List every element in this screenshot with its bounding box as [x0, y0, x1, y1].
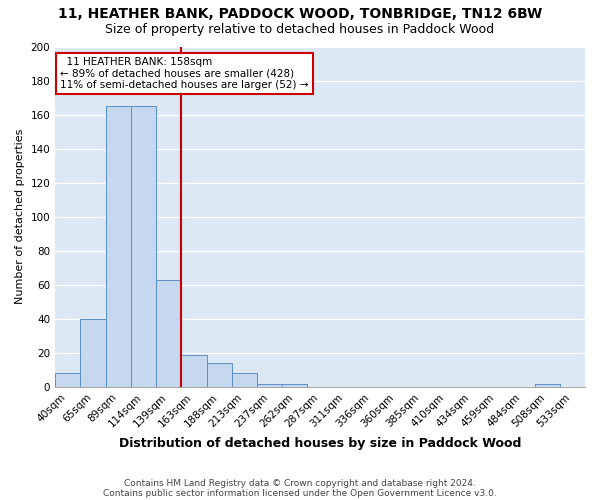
Bar — [55, 374, 80, 387]
Text: Contains public sector information licensed under the Open Government Licence v3: Contains public sector information licen… — [103, 488, 497, 498]
Bar — [282, 384, 307, 387]
Text: 11 HEATHER BANK: 158sqm
← 89% of detached houses are smaller (428)
11% of semi-d: 11 HEATHER BANK: 158sqm ← 89% of detache… — [61, 56, 309, 90]
Bar — [131, 106, 156, 387]
Bar — [106, 106, 131, 387]
Bar — [232, 374, 257, 387]
Bar — [80, 319, 106, 387]
Text: Contains HM Land Registry data © Crown copyright and database right 2024.: Contains HM Land Registry data © Crown c… — [124, 478, 476, 488]
Text: 11, HEATHER BANK, PADDOCK WOOD, TONBRIDGE, TN12 6BW: 11, HEATHER BANK, PADDOCK WOOD, TONBRIDG… — [58, 8, 542, 22]
X-axis label: Distribution of detached houses by size in Paddock Wood: Distribution of detached houses by size … — [119, 437, 521, 450]
Bar — [181, 354, 206, 387]
Y-axis label: Number of detached properties: Number of detached properties — [15, 129, 25, 304]
Bar — [535, 384, 560, 387]
Bar — [156, 280, 181, 387]
Bar — [257, 384, 282, 387]
Text: Size of property relative to detached houses in Paddock Wood: Size of property relative to detached ho… — [106, 22, 494, 36]
Bar — [206, 363, 232, 387]
